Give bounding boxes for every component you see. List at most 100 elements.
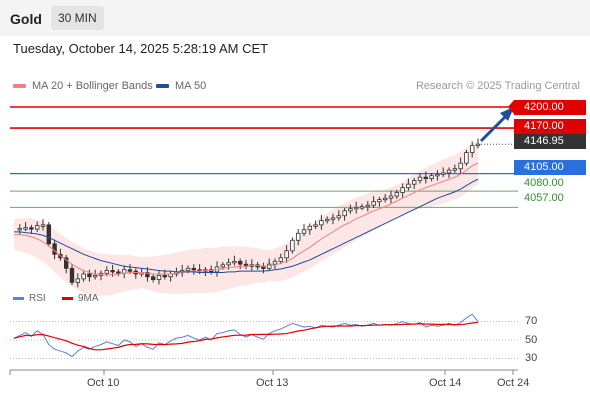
candle-body xyxy=(348,208,353,212)
candle xyxy=(81,271,86,282)
candle xyxy=(87,269,92,282)
candle xyxy=(388,190,394,204)
candle-body xyxy=(394,192,399,197)
candle-body xyxy=(324,218,330,222)
candle-body xyxy=(313,224,318,227)
candle-body xyxy=(475,143,481,147)
candle-body xyxy=(104,270,109,274)
candle xyxy=(284,245,289,263)
candle xyxy=(400,183,405,198)
candle-body xyxy=(162,274,167,278)
bollinger-band-fill xyxy=(14,141,478,296)
candle-body xyxy=(69,267,75,283)
candle xyxy=(23,222,28,232)
candle xyxy=(446,167,452,178)
candle xyxy=(191,264,196,275)
candle xyxy=(330,213,336,225)
candle-body xyxy=(330,217,336,220)
candle-body xyxy=(266,263,272,269)
candle xyxy=(440,167,446,178)
candle-body xyxy=(382,197,388,201)
candle xyxy=(417,172,423,184)
rsi-tick-30: 30 xyxy=(525,352,538,364)
candle-body xyxy=(52,243,57,255)
candle xyxy=(307,223,312,235)
candle xyxy=(365,201,370,212)
candle xyxy=(69,264,75,286)
rsi-legend-label: RSI xyxy=(29,293,46,304)
candle-body xyxy=(40,224,46,227)
candle-body xyxy=(46,224,51,245)
candle-body xyxy=(458,162,463,170)
candle-body xyxy=(377,199,382,203)
candle-body xyxy=(353,206,359,210)
candle xyxy=(458,157,463,174)
candle xyxy=(475,138,481,149)
candle-body xyxy=(452,168,457,171)
candle-body xyxy=(301,229,307,234)
candle xyxy=(464,149,469,166)
candle-body xyxy=(400,187,405,193)
candle xyxy=(313,220,318,230)
candle xyxy=(336,210,341,221)
candle xyxy=(46,222,51,247)
candle-body xyxy=(319,220,324,226)
candle-body xyxy=(23,227,28,230)
candle xyxy=(301,224,307,237)
ma50-line xyxy=(14,178,479,274)
candle-body xyxy=(411,180,417,185)
legend-ma20: MA 20 + Bollinger Bands xyxy=(13,80,153,92)
x-label-oct10: Oct 10 xyxy=(87,377,120,389)
x-label-oct24: Oct 24 xyxy=(497,377,530,389)
candle-body xyxy=(156,274,162,280)
candle-body xyxy=(278,257,283,262)
legend-ma50: MA 50 xyxy=(156,80,206,92)
candle-body xyxy=(35,225,40,230)
rsi-ma-legend: 9MA xyxy=(62,293,99,304)
rsi-panel xyxy=(10,313,518,359)
candle-body xyxy=(464,152,469,164)
rsi-swatch xyxy=(13,296,24,300)
candle xyxy=(377,196,382,207)
level-tag-r1: 4170.00 xyxy=(514,119,586,134)
candle xyxy=(406,178,411,191)
candle-body xyxy=(232,260,237,264)
symbol-title: Gold xyxy=(10,11,42,27)
rsi-tick-50: 50 xyxy=(525,334,538,346)
candle-body xyxy=(17,227,22,231)
chart-datetime: Tuesday, October 14, 2025 5:28:19 AM CET xyxy=(13,41,269,56)
candle-body xyxy=(417,176,423,182)
candle-body xyxy=(446,169,452,174)
forecast-arrow-shaft xyxy=(479,114,508,143)
legend-ma20-label: MA 20 + Bollinger Bands xyxy=(32,80,153,92)
moving-averages xyxy=(14,162,479,276)
top-bar: Gold 30 MIN xyxy=(0,0,590,36)
candle xyxy=(295,229,301,246)
candle-body xyxy=(185,267,191,271)
legend-ma50-label: MA 50 xyxy=(175,80,207,92)
ma20-swatch xyxy=(13,84,26,89)
candle-body xyxy=(469,145,475,153)
candle xyxy=(435,170,440,181)
rsi-legend: RSI xyxy=(13,293,46,304)
timeframe-button[interactable]: 30 MIN xyxy=(51,6,104,30)
candle-body xyxy=(295,232,301,241)
candle xyxy=(371,196,376,209)
candle-body xyxy=(307,225,312,231)
candle-body xyxy=(388,195,394,199)
candle xyxy=(156,271,162,285)
x-label-oct14: Oct 14 xyxy=(429,377,462,389)
candle xyxy=(116,269,121,277)
x-axis xyxy=(9,369,518,375)
candle-body xyxy=(429,175,434,179)
candle-body xyxy=(226,262,231,266)
bollinger-band xyxy=(14,141,478,296)
candle xyxy=(411,177,417,190)
level-tag-r2: 4200.00 xyxy=(508,100,586,115)
candle xyxy=(342,208,347,221)
candle-body xyxy=(220,264,225,268)
candle-body xyxy=(371,201,376,206)
candle-body xyxy=(116,271,121,274)
candle xyxy=(272,258,278,270)
